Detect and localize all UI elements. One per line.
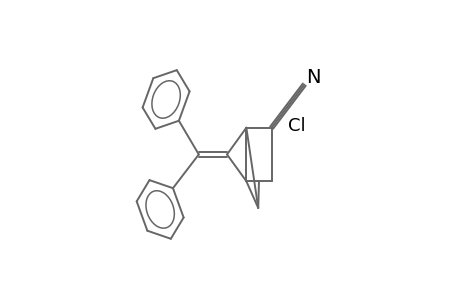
Text: Cl: Cl — [287, 117, 305, 135]
Text: N: N — [305, 68, 320, 87]
